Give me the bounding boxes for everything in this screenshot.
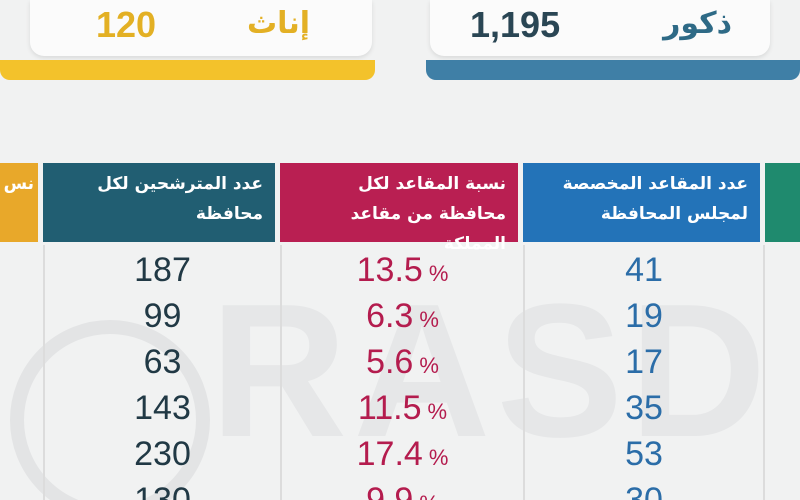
council-seats-value: 53 [625,434,663,473]
female-bar [0,60,375,80]
candidates-value: 230 [134,434,191,473]
candidates-value: 143 [134,388,191,427]
table-row: 143 [45,385,280,431]
council-seats-value: 30 [625,480,663,500]
council-seats-value: 19 [625,296,663,335]
female-stat-card: 120 إناث [30,0,372,56]
table-row: 9.9% [282,477,523,500]
council-seats-value: 17 [625,342,663,381]
candidates-value: 63 [143,342,182,381]
council-seats-value: 35 [625,388,663,427]
header-cut-column: نس [0,163,38,242]
percent-sign: % [419,491,439,500]
table-row: 19 [525,293,763,339]
seat-ratio-column: 13.5% 6.3% 5.6% 11.5% 17.4% 9.9% [280,245,523,500]
header-candidates: عدد المترشحين لكل محافظة [43,163,275,242]
male-bar [426,60,800,80]
male-label: ذكور [663,6,732,41]
candidates-value: 187 [134,250,191,289]
council-seats-column: 41 19 17 35 53 30 [523,245,765,500]
header-seat-ratio: نسبة المقاعد لكل محافظة من مقاعد المملكة [280,163,518,254]
table-row: 99 [45,293,280,339]
seat-ratio-value: 11.5 [357,388,422,427]
table-row: 53 [525,431,763,477]
percent-sign: % [428,261,449,286]
seat-ratio-value: 13.5 [356,250,423,289]
percent-sign: % [419,307,439,332]
table-row: 13.5% [282,247,523,293]
candidates-value: 99 [143,296,182,335]
header-edge-column [765,163,800,242]
table-row: 187 [45,247,280,293]
percent-sign: % [428,445,449,470]
table-row: 41 [525,247,763,293]
percent-sign: % [427,399,448,424]
table-row: 35 [525,385,763,431]
percent-sign: % [419,353,439,378]
seat-ratio-value: 5.6 [366,342,414,381]
seat-ratio-value: 17.4 [356,434,423,473]
table-row: 6.3% [282,293,523,339]
table-row: 230 [45,431,280,477]
female-label: إناث [247,6,310,41]
table-row: 17 [525,339,763,385]
seat-ratio-value: 6.3 [366,296,414,335]
table-row: 130 [45,477,280,500]
table-row: 5.6% [282,339,523,385]
table-row: 63 [45,339,280,385]
male-count: 1,195 [470,4,561,45]
male-stat-card: 1,195 ذكور [430,0,770,56]
seat-ratio-value: 9.9 [366,480,414,500]
header-council-seats: عدد المقاعد المخصصة لمجلس المحافظة [523,163,760,242]
female-count: 120 [96,4,157,45]
table-row: 11.5% [282,385,523,431]
table-row: 30 [525,477,763,500]
council-seats-value: 41 [625,250,663,289]
candidates-column: 187 99 63 143 230 130 [43,245,280,500]
candidates-value: 130 [134,480,191,500]
table-row: 17.4% [282,431,523,477]
